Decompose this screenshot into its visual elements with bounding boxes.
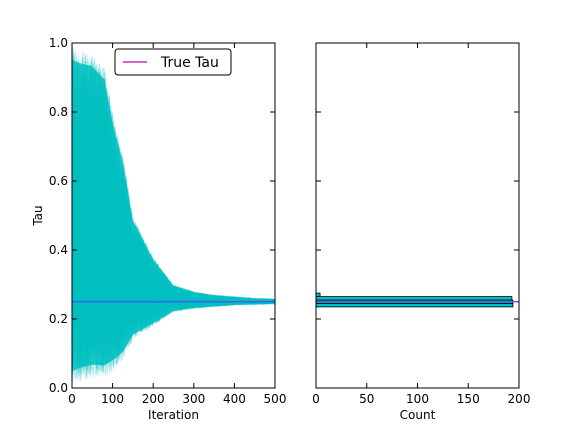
- trace-plot: 0 100 200 300 400 500 0.0 0.2 0.4 0.6 0.8 1.0 Itera…: [31, 36, 286, 422]
- x-tick-label: 0: [68, 392, 76, 406]
- trace-density: [72, 60, 275, 371]
- y-tick-label: 0.4: [49, 243, 68, 257]
- trace-plot-frame: [71, 42, 276, 389]
- x-tick-label: 300: [182, 392, 205, 406]
- legend: True Tau: [114, 48, 232, 76]
- trace-axis-ticks: 0 100 200 300 400 500 0.0 0.2 0.4 0.6 0.8 1.0: [49, 36, 287, 406]
- x-tick-label: 400: [223, 392, 246, 406]
- legend-label: True Tau: [160, 55, 219, 71]
- legend-box: [114, 48, 232, 76]
- hist-x-tick-label: 0: [312, 392, 320, 406]
- y-tick-label: 0.2: [49, 312, 68, 326]
- y-tick-label: 0.8: [49, 105, 68, 119]
- trace-ylabel: Tau: [31, 205, 45, 226]
- x-tick-label: 100: [101, 392, 124, 406]
- histogram-xlabel: Count: [400, 408, 436, 422]
- trace-xlabel: Iteration: [148, 408, 199, 422]
- y-tick-label: 1.0: [49, 36, 68, 50]
- hist-x-tick-label: 200: [508, 392, 531, 406]
- y-tick-label: 0.0: [49, 381, 68, 395]
- hist-x-tick-label: 100: [406, 392, 429, 406]
- histogram-bar: [315, 292, 321, 297]
- hist-x-tick-label: 150: [457, 392, 480, 406]
- x-tick-label: 200: [142, 392, 165, 406]
- histogram-plot: 0 50 100 150 200 Count: [312, 42, 531, 422]
- histogram-bar: [315, 303, 514, 308]
- histogram-bar: [315, 296, 513, 301]
- hist-x-tick-label: 50: [359, 392, 374, 406]
- x-tick-label: 500: [264, 392, 287, 406]
- y-tick-label: 0.6: [49, 174, 68, 188]
- histogram-axis-ticks: 0 50 100 150 200: [312, 42, 531, 406]
